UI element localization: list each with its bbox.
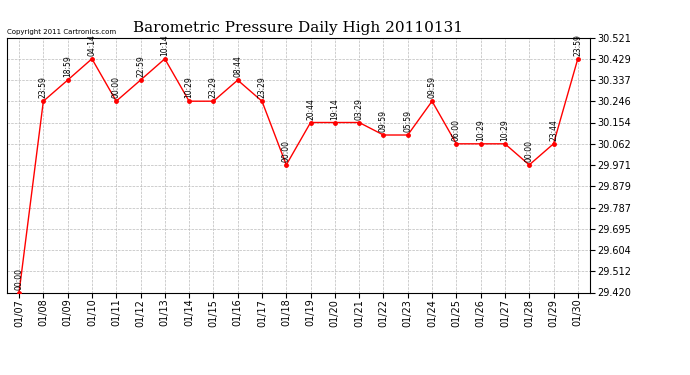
Text: 09:59: 09:59 — [428, 76, 437, 98]
Text: 23:59: 23:59 — [573, 34, 582, 56]
Title: Barometric Pressure Daily High 20110131: Barometric Pressure Daily High 20110131 — [133, 21, 464, 35]
Text: 23:29: 23:29 — [257, 76, 266, 98]
Text: 23:44: 23:44 — [549, 119, 558, 141]
Text: 08:44: 08:44 — [233, 56, 242, 77]
Text: 22:59: 22:59 — [136, 56, 145, 77]
Text: 00:00: 00:00 — [524, 140, 534, 162]
Text: 00:00: 00:00 — [282, 140, 290, 162]
Text: 23:59: 23:59 — [39, 76, 48, 98]
Text: 00:00: 00:00 — [14, 268, 23, 290]
Text: 10:29: 10:29 — [500, 119, 509, 141]
Text: 00:00: 00:00 — [112, 76, 121, 98]
Text: 05:59: 05:59 — [403, 110, 412, 132]
Text: 09:59: 09:59 — [379, 110, 388, 132]
Text: 19:14: 19:14 — [331, 98, 339, 120]
Text: 06:00: 06:00 — [452, 119, 461, 141]
Text: Copyright 2011 Cartronics.com: Copyright 2011 Cartronics.com — [7, 29, 116, 35]
Text: 18:59: 18:59 — [63, 56, 72, 77]
Text: 03:29: 03:29 — [355, 98, 364, 120]
Text: 04:14: 04:14 — [88, 34, 97, 56]
Text: 10:14: 10:14 — [160, 34, 169, 56]
Text: 10:29: 10:29 — [476, 119, 485, 141]
Text: 20:44: 20:44 — [306, 98, 315, 120]
Text: 23:29: 23:29 — [209, 76, 218, 98]
Text: 10:29: 10:29 — [185, 76, 194, 98]
